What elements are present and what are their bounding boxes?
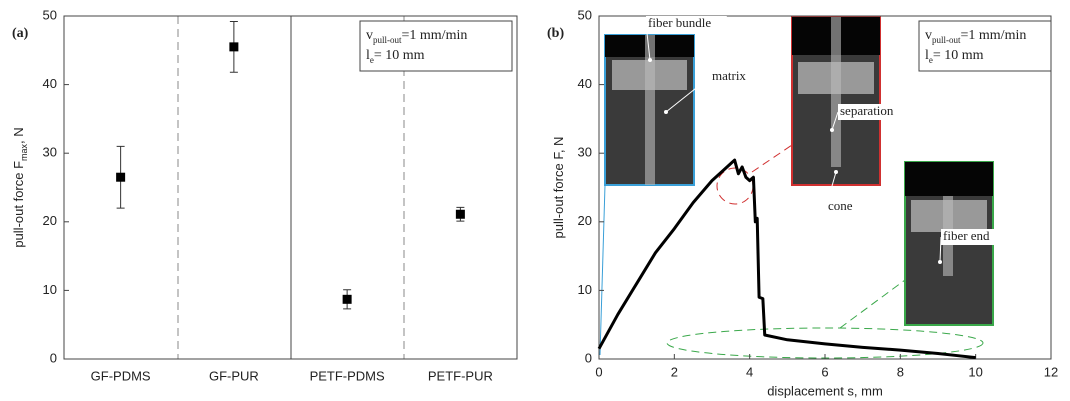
callout-dot [664,110,668,114]
inset-label: separation [840,103,894,118]
label-text: v [925,28,932,43]
label-text: pull-out force F, N [551,137,566,239]
label: le= 10 mm [925,48,984,65]
inset-photo [905,162,993,196]
label-text: l [925,48,929,63]
x-tick-label: 0 [595,364,602,379]
y-tick-label: 40 [578,76,592,91]
decorations [177,16,1052,359]
inset-labels: fiber bundle matrix separation cone fiber en… [645,15,1003,264]
x-tick-label: PETF-PUR [428,368,493,383]
x-tick-label: 12 [1044,364,1058,379]
x-tick-label: GF-PUR [209,368,259,383]
label-text: = 10 mm [374,48,425,63]
x-tick-label: PETF-PDMS [310,368,385,383]
y-tick-label: 10 [43,282,57,297]
connector [599,184,606,356]
inset-label: fiber bundle [648,15,711,30]
label-bg [941,229,1003,245]
marker [229,42,239,52]
marker [455,209,465,219]
inset-photo [645,35,655,185]
y-tick-label: 0 [50,350,57,365]
label-text: , N [11,127,26,144]
highlight [716,167,754,205]
x-axis-label: displacement s, mm [767,383,883,398]
y-tick-label: 20 [578,213,592,228]
y-tick-label: 40 [43,76,57,91]
label-bg [710,69,753,85]
x-tick-label: 10 [968,364,982,379]
x-tick-label: 6 [821,364,828,379]
y-tick-label: 10 [578,282,592,297]
label: pull-out force Fmax, N [11,127,29,247]
x-tick-label: GF-PDMS [91,368,151,383]
label-text: = 10 mm [933,48,984,63]
inset-photo [831,17,841,167]
y-tick-label: 50 [43,7,57,22]
x-tick-label: 2 [671,364,678,379]
inset-label: cone [828,198,853,213]
callout [665,76,711,113]
x-tick-label: 4 [746,364,753,379]
marker [116,172,126,182]
label-text: =1 mm/min [402,28,468,43]
x-tick-label: 8 [897,364,904,379]
y-tick-label: 30 [578,145,592,160]
label: vpull-out=1 mm/min [366,28,467,45]
callout [831,111,839,131]
subscript: pull-out [932,35,961,45]
marker [342,294,352,304]
callout [939,236,942,263]
callout-dot [938,260,942,264]
label-text: pull-out force F [11,161,26,248]
connector [839,279,906,329]
label-text: v [366,28,373,43]
y-tick-label: 20 [43,213,57,228]
subscript: e [929,55,933,65]
label-text: =1 mm/min [961,28,1027,43]
annotation-box [359,20,513,72]
label-bg [646,16,727,32]
plot-frame [63,15,518,360]
label-text: l [366,48,370,63]
inset-label: fiber end [943,228,990,243]
panel-label: (a) [12,26,29,41]
callout-dot [830,128,834,132]
subscript: max [19,143,29,161]
y-tick-label: 30 [43,145,57,160]
subscript: e [370,55,374,65]
callout-dot [834,170,838,174]
label: pull-out force F, N [551,137,566,239]
label: le= 10 mm [366,48,425,65]
subscript: pull-out [373,35,402,45]
label-bg [826,199,856,215]
callout-dot [648,58,652,62]
panel-label: (b) [547,26,564,41]
y-tick-label: 50 [578,7,592,22]
label: vpull-out=1 mm/min [925,28,1026,45]
inset-label: matrix [712,68,746,83]
label-bg [838,104,906,120]
connector [751,144,793,173]
line [597,158,976,360]
y-tick-label: 0 [585,350,592,365]
